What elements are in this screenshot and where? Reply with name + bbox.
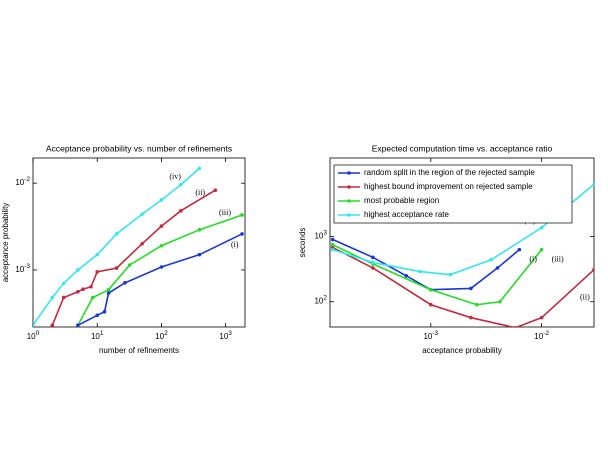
- series-marker: [469, 286, 473, 291]
- series-line: [33, 167, 200, 326]
- series-marker: [178, 209, 183, 213]
- y-tick-label: 103: [314, 229, 327, 240]
- series-marker: [592, 182, 594, 187]
- legend-label: highest acceptance rate: [364, 210, 449, 219]
- x-axis-label: number of refinements: [99, 346, 179, 355]
- curve-label: (ii): [195, 188, 205, 197]
- series-marker: [61, 295, 66, 300]
- series-marker: [539, 247, 544, 252]
- series-marker: [429, 302, 433, 307]
- x-tick-label: 102: [155, 330, 168, 341]
- legend-marker: [347, 199, 351, 203]
- series-marker: [371, 266, 375, 270]
- series-marker: [498, 299, 502, 304]
- curve-label: (i): [529, 254, 537, 263]
- series-marker: [469, 315, 473, 320]
- series-marker: [330, 242, 335, 247]
- y-axis-label: seconds: [298, 228, 307, 258]
- curve-label: (ii): [580, 293, 590, 302]
- series-marker: [539, 315, 544, 320]
- series-marker: [197, 252, 202, 257]
- series-marker: [106, 288, 111, 292]
- plot-lines: [33, 166, 244, 327]
- y-tick-label: 10-3: [15, 263, 30, 274]
- series-marker: [418, 269, 422, 274]
- series-marker: [114, 266, 119, 270]
- series-marker: [123, 281, 127, 285]
- series-marker: [240, 213, 244, 217]
- legend-label: highest bound improvement on rejected sa…: [364, 182, 533, 191]
- series-marker: [178, 182, 183, 187]
- chart-title: Expected computation time vs. acceptance…: [372, 143, 553, 153]
- legend-box: [333, 164, 573, 224]
- series-marker: [159, 224, 164, 228]
- x-tick-label: 103: [219, 330, 232, 341]
- legend-marker: [347, 185, 351, 189]
- legend-marker: [347, 171, 351, 175]
- series-marker: [213, 188, 218, 192]
- series-marker: [76, 289, 80, 294]
- series-marker: [404, 273, 409, 278]
- series-marker: [114, 232, 119, 236]
- series-marker: [371, 255, 375, 260]
- series-marker: [159, 198, 164, 202]
- y-axis-label: acceptance probability: [1, 203, 10, 283]
- series-marker: [489, 257, 493, 262]
- series-marker: [95, 252, 100, 257]
- series-marker: [330, 237, 335, 242]
- series-marker: [197, 166, 202, 171]
- series-marker: [81, 287, 85, 291]
- series-marker: [517, 247, 522, 252]
- chart-title: Acceptance probability vs. number of ref…: [46, 143, 232, 153]
- series-marker: [495, 266, 500, 270]
- series-marker: [76, 323, 80, 327]
- x-tick-label: 10-3: [423, 330, 438, 341]
- series-marker: [197, 228, 202, 232]
- curve-label: (i): [231, 240, 239, 249]
- series-marker: [90, 295, 95, 300]
- series-marker: [89, 284, 93, 289]
- x-tick-label: 100: [27, 330, 40, 341]
- x-tick-label: 10-2: [534, 330, 549, 341]
- series-marker: [61, 281, 66, 286]
- plot-area: [32, 157, 246, 328]
- series-marker: [240, 232, 244, 236]
- curve-label: (iv): [169, 172, 181, 181]
- legend-label: most probable region: [364, 196, 439, 205]
- plot-lines: [330, 182, 594, 327]
- series-marker: [475, 302, 479, 307]
- series-marker: [50, 323, 55, 327]
- series-marker: [76, 268, 80, 272]
- series-marker: [140, 212, 144, 216]
- series-marker: [106, 291, 111, 295]
- x-axis-label: acceptance probability: [422, 346, 502, 355]
- curve-label: (iii): [552, 254, 564, 263]
- x-tick-label: 101: [91, 330, 104, 341]
- series-marker: [50, 295, 55, 300]
- legend-marker: [347, 213, 351, 217]
- series-marker: [429, 287, 433, 292]
- series-marker: [102, 309, 107, 314]
- legend-label: random split in the region of the reject…: [364, 168, 535, 177]
- series-marker: [33, 323, 35, 327]
- series-marker: [592, 267, 594, 272]
- series-marker: [539, 225, 544, 230]
- series-marker: [159, 265, 164, 269]
- y-tick-label: 10-2: [15, 176, 30, 187]
- series-marker: [330, 247, 335, 252]
- series-marker: [159, 243, 164, 248]
- series-marker: [140, 242, 144, 246]
- series-marker: [448, 272, 453, 277]
- series-marker: [95, 270, 100, 274]
- series-marker: [127, 263, 132, 267]
- series-marker: [371, 260, 375, 265]
- y-tick-label: 102: [314, 294, 327, 305]
- series-marker: [513, 325, 518, 327]
- series-marker: [95, 313, 100, 318]
- curve-label: (iii): [219, 208, 231, 217]
